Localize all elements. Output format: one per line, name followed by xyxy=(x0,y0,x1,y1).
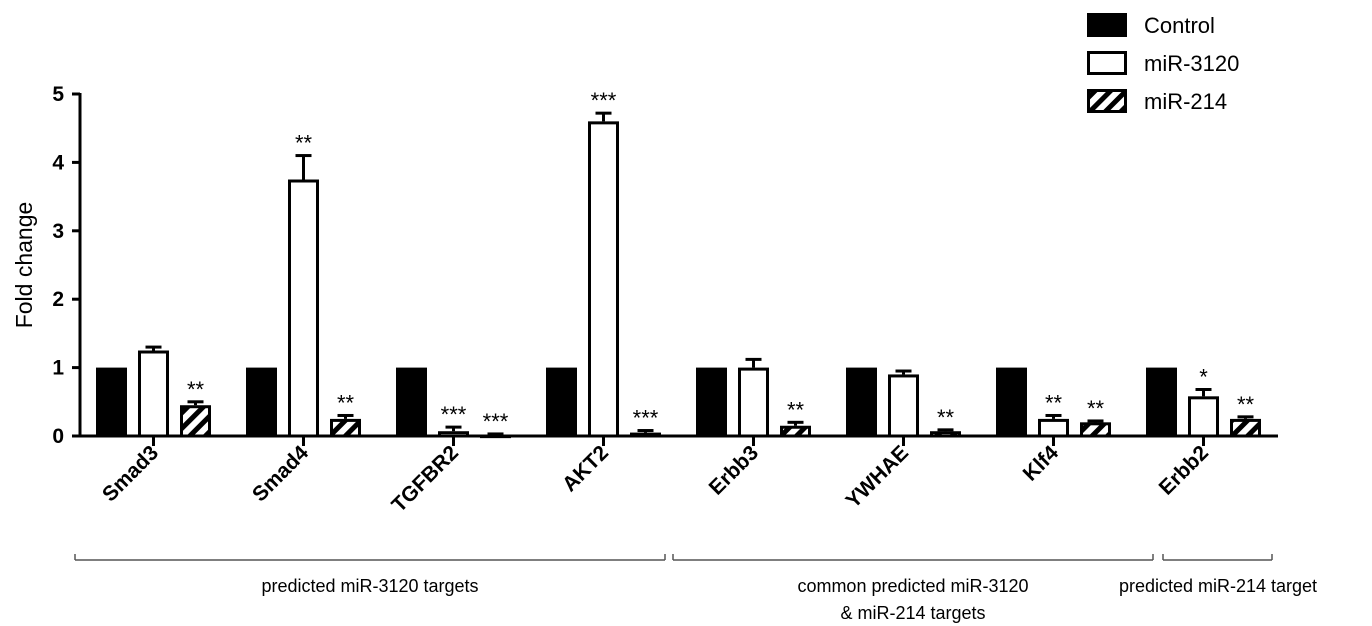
bar-mir-214-akt2 xyxy=(630,432,661,438)
y-tick-label: 4 xyxy=(52,151,64,174)
legend-swatch xyxy=(1087,13,1127,37)
y-axis-label: Fold change xyxy=(11,202,37,329)
bar-control-akt2 xyxy=(546,367,577,436)
category-label: Smad4 xyxy=(248,441,313,506)
group-brackets: predicted miR-3120 targets common predict… xyxy=(74,554,1317,623)
bar-control-klf4 xyxy=(996,367,1027,436)
bar-mir-214-klf4 xyxy=(1080,422,1111,438)
bar-mir-214-ywhae xyxy=(930,431,961,438)
category-label: AKT2 xyxy=(558,441,613,496)
legend-label: miR-3120 xyxy=(1144,51,1239,76)
bar-control-smad3 xyxy=(96,367,127,436)
bar-mir-3120-smad4 xyxy=(288,179,319,438)
significance-label: *** xyxy=(483,409,509,434)
significance-label: ** xyxy=(337,390,355,415)
significance-label: *** xyxy=(633,406,659,431)
category-label: Erbb2 xyxy=(1155,441,1213,499)
significance-label: ** xyxy=(787,397,805,422)
y-tick-label: 1 xyxy=(52,357,64,380)
bar-control-erbb3 xyxy=(696,367,727,436)
bar-control-tgfbr2 xyxy=(396,367,427,436)
category-label: Klf4 xyxy=(1019,441,1064,486)
legend-swatch xyxy=(1087,51,1127,75)
significance-label: *** xyxy=(591,88,617,113)
bar-mir-3120-erbb3 xyxy=(738,367,769,438)
group-label: & miR-214 targets xyxy=(840,603,985,623)
significance-label: ** xyxy=(937,405,955,430)
bar-control-smad4 xyxy=(246,367,277,436)
legend: Control miR-3120 miR-214 xyxy=(1087,13,1239,114)
group-label: predicted miR-3120 targets xyxy=(261,576,478,596)
category-label: Smad3 xyxy=(98,441,163,506)
category-labels: Smad3 Smad4 TGFBR2 AKT2 Erbb3 YWHAE Klf4 Erbb2 xyxy=(98,436,1213,517)
group-label: predicted miR-214 target xyxy=(1119,576,1317,596)
category-label: Erbb3 xyxy=(705,441,763,499)
y-tick-label: 3 xyxy=(52,220,64,243)
significance-label: ** xyxy=(1237,392,1255,417)
bar-mir-3120-erbb2 xyxy=(1188,396,1219,438)
bar-mir-3120-akt2 xyxy=(588,121,619,438)
bar-mir-214-erbb2 xyxy=(1230,418,1261,438)
significance-label: ** xyxy=(295,131,313,156)
legend-swatch xyxy=(1087,89,1127,113)
significance-label: * xyxy=(1199,364,1208,389)
y-ticks: 0 1 2 3 4 5 xyxy=(52,83,80,448)
bar-control-ywhae xyxy=(846,367,877,436)
bar-mir-214-smad4 xyxy=(330,418,361,438)
significance-label: ** xyxy=(1087,396,1105,421)
legend-label: miR-214 xyxy=(1144,89,1227,114)
bar-mir-3120-klf4 xyxy=(1038,418,1069,438)
bar-mir-3120-tgfbr2 xyxy=(438,431,469,438)
bar-mir-214-erbb3 xyxy=(780,425,811,438)
y-tick-label: 0 xyxy=(52,425,64,448)
category-label: TGFBR2 xyxy=(387,441,463,517)
bar-mir-3120-smad3 xyxy=(138,350,169,438)
significance-label: ** xyxy=(1045,390,1063,415)
group-label: common predicted miR-3120 xyxy=(797,576,1028,596)
bar-mir-214-tgfbr2 xyxy=(480,434,511,439)
bar-control-erbb2 xyxy=(1146,367,1177,436)
bars-layer: ****** *** ********* ** **** ***** xyxy=(96,88,1261,439)
significance-label: *** xyxy=(441,402,467,427)
legend-label: Control xyxy=(1144,13,1215,38)
bar-mir-214-smad3 xyxy=(180,405,211,438)
significance-label: ** xyxy=(187,377,205,402)
category-label: YWHAE xyxy=(841,441,913,513)
y-tick-label: 5 xyxy=(52,83,64,106)
y-tick-label: 2 xyxy=(52,288,64,311)
bar-mir-3120-ywhae xyxy=(888,374,919,438)
